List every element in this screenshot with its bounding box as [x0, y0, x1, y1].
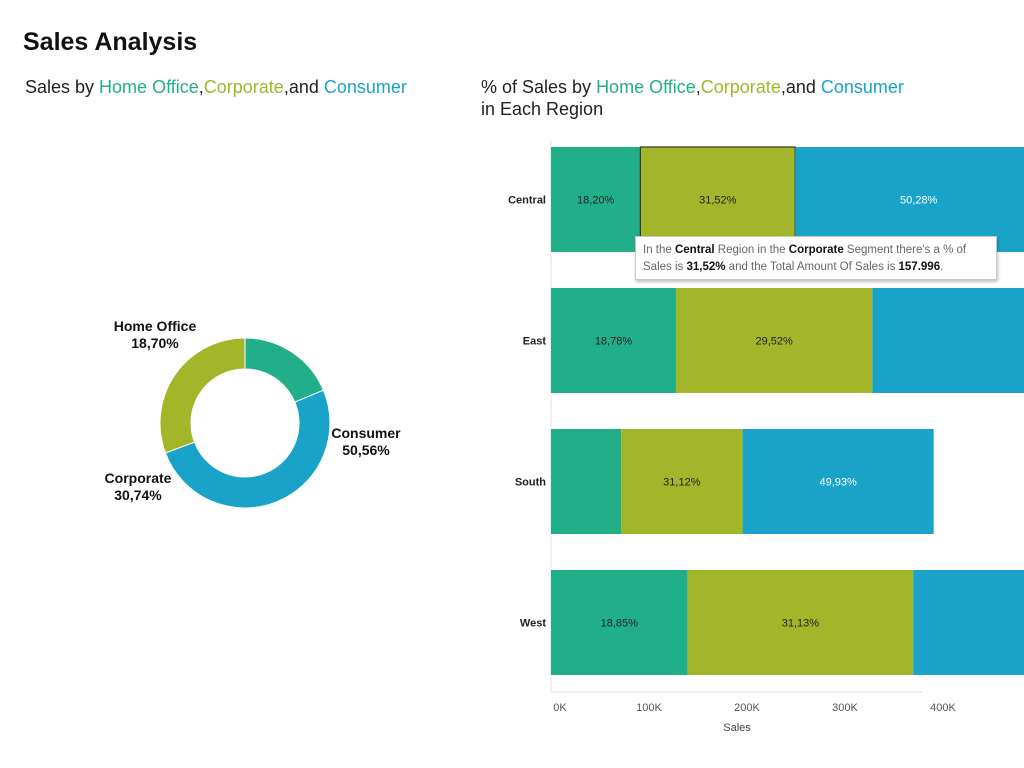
bar-data-label: 49,93%: [819, 477, 857, 489]
donut-value-corporate: 30,74%: [114, 487, 162, 503]
y-tick-label: West: [520, 618, 546, 630]
tooltip-amount: 157.996: [898, 261, 941, 273]
x-tick-label: 200K: [734, 702, 760, 714]
y-tick-label: South: [515, 477, 546, 489]
x-tick-label: 400K: [930, 702, 956, 714]
bar-data-label: 18,20%: [577, 195, 615, 207]
tooltip-percent: 31,52%: [686, 261, 726, 273]
title-home-office: Home Office: [99, 77, 199, 97]
bar-south-consumer[interactable]: [742, 429, 934, 534]
donut-label-corporate: Corporate: [105, 470, 172, 486]
bar-east-corporate[interactable]: [675, 288, 873, 393]
bar-tooltip: In the Central Region in the Corporate S…: [635, 236, 997, 280]
title-separator: ,: [695, 77, 701, 97]
bar-west-home-office[interactable]: [551, 570, 688, 675]
donut-chart-title: Sales by Home Office,Corporate,and Consu…: [25, 76, 407, 98]
bar-central-home-office[interactable]: [551, 147, 641, 252]
bar-east-home-office[interactable]: [551, 288, 676, 393]
title-text: Sales by: [25, 77, 100, 97]
donut-slice-corporate[interactable]: [159, 337, 246, 454]
dashboard-title: Sales Analysis: [23, 28, 198, 56]
donut-value-consumer: 50,56%: [342, 442, 390, 458]
bar-data-label: 31,52%: [699, 195, 737, 207]
title-home-office: Home Office: [596, 77, 696, 97]
title-consumer: Consumer: [323, 77, 407, 97]
tooltip-text: In the: [643, 244, 675, 256]
y-tick-label: East: [523, 336, 547, 348]
bar-data-label: 31,13%: [782, 618, 820, 630]
bar-west-corporate[interactable]: [687, 570, 914, 675]
title-separator: ,: [198, 77, 204, 97]
bar-south-home-office[interactable]: [551, 429, 622, 534]
bar-south-corporate[interactable]: [621, 429, 743, 534]
x-axis-title: Sales: [723, 722, 751, 734]
x-tick-label: 100K: [636, 702, 662, 714]
bar-east-consumer[interactable]: [872, 288, 1024, 393]
title-text-line2: in Each Region: [481, 99, 604, 119]
tooltip-text: and the Total Amount Of Sales is: [725, 261, 899, 273]
title-corporate: Corporate: [700, 77, 781, 97]
bar-data-label: 29,52%: [755, 336, 793, 348]
title-consumer: Consumer: [820, 77, 904, 97]
donut-chart[interactable]: Home Office18,70%Consumer50,56%Corporate…: [0, 0, 470, 768]
title-separator: ,and: [283, 77, 324, 97]
bar-chart-title: % of Sales by Home Office,Corporate,and …: [481, 76, 951, 120]
bar-data-label: 50,28%: [900, 195, 938, 207]
bar-central-corporate[interactable]: [639, 146, 796, 253]
bar-data-label: 31,12%: [663, 477, 701, 489]
x-tick-label: 300K: [832, 702, 858, 714]
title-separator: ,and: [780, 77, 821, 97]
tooltip-segment: Corporate: [788, 244, 844, 256]
tooltip-text: .: [940, 261, 944, 273]
tooltip-text: Segment there's a % of Sales is: [643, 244, 967, 273]
donut-label-home-office: Home Office: [114, 318, 197, 334]
tooltip-text: Region in the: [714, 244, 789, 256]
bar-data-label: 18,85%: [601, 618, 639, 630]
donut-value-home-office: 18,70%: [131, 335, 179, 351]
donut-slice-consumer[interactable]: [164, 389, 331, 509]
bar-central-consumer[interactable]: [795, 147, 1024, 252]
donut-label-consumer: Consumer: [331, 425, 401, 441]
x-tick-label: 0K: [553, 702, 567, 714]
title-text: % of Sales by: [481, 77, 597, 97]
bar-west-consumer[interactable]: [913, 570, 1024, 675]
y-tick-label: Central: [508, 195, 546, 207]
title-corporate: Corporate: [203, 77, 284, 97]
tooltip-region: Central: [674, 244, 715, 256]
bar-data-label: 18,78%: [595, 336, 633, 348]
